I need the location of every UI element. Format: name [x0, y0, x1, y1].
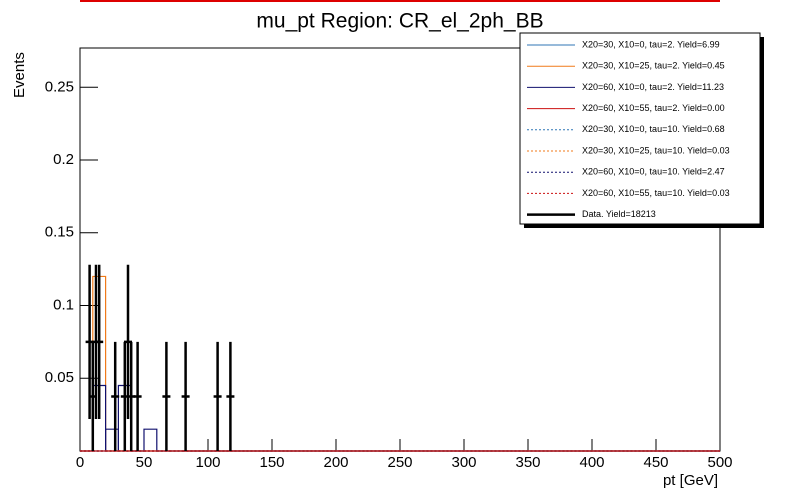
legend-label: X20=60, X10=0, tau=2. Yield=11.23	[582, 82, 724, 92]
data-point	[162, 341, 171, 451]
hist-bin	[143, 428, 158, 451]
y-axis-label: Events	[11, 52, 28, 98]
y-tick-label: 0.15	[45, 224, 74, 241]
x-tick-label: 400	[579, 454, 604, 471]
legend-label: X20=30, X10=0, tau=2. Yield=6.99	[582, 39, 720, 49]
legend-label: X20=60, X10=55, tau=10. Yield=0.03	[582, 188, 730, 198]
x-tick-label: 450	[643, 454, 668, 471]
x-tick-label: 100	[195, 454, 220, 471]
data-point	[133, 341, 142, 451]
legend-label: X20=60, X10=55, tau=2. Yield=0.00	[582, 103, 725, 113]
x-axis-label: pt [GeV]	[663, 472, 718, 489]
data-point	[95, 264, 104, 419]
x-tick-label: 200	[323, 454, 348, 471]
legend-label: X20=60, X10=0, tau=10. Yield=2.47	[582, 167, 725, 177]
legend-label: X20=30, X10=25, tau=2. Yield=0.45	[582, 61, 725, 71]
data-point	[111, 341, 120, 451]
x-tick-label: 0	[76, 454, 84, 471]
y-tick-label: 0.25	[45, 78, 74, 95]
legend-label: X20=30, X10=0, tau=10. Yield=0.68	[582, 124, 725, 134]
legend-label: Data. Yield=18213	[582, 209, 656, 219]
x-tick-label: 150	[259, 454, 284, 471]
legend-label: X20=30, X10=25, tau=10. Yield=0.03	[582, 145, 730, 155]
data-point	[213, 341, 222, 451]
data-point	[124, 264, 132, 419]
x-tick-label: 300	[451, 454, 476, 471]
data-point	[226, 341, 235, 451]
y-tick-label: 0.2	[53, 151, 74, 168]
y-tick-label: 0.05	[45, 369, 74, 386]
x-tick-label: 350	[515, 454, 540, 471]
legend	[519, 32, 761, 225]
y-tick-label: 0.1	[53, 296, 74, 313]
chart-title: mu_pt Region: CR_el_2ph_BB	[256, 10, 543, 33]
data-point	[181, 341, 190, 451]
x-tick-label: 250	[387, 454, 412, 471]
x-tick-label: 50	[136, 454, 153, 471]
x-tick-label: 500	[707, 454, 732, 471]
